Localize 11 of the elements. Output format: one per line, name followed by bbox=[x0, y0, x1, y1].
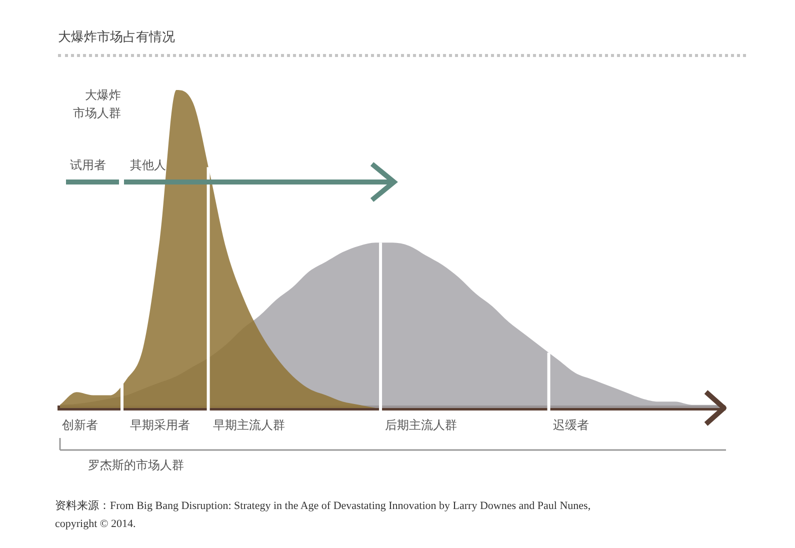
text: 早期采用者 bbox=[130, 417, 190, 434]
text: 后期主流人群 bbox=[385, 417, 457, 434]
annotation: 大爆炸市场人群 bbox=[73, 87, 122, 122]
text: 迟缓者 bbox=[553, 417, 589, 434]
annotation: 试用者 bbox=[70, 157, 106, 174]
text: 创新者 bbox=[62, 417, 98, 434]
text: 罗杰斯的市场人群 bbox=[88, 457, 184, 474]
chart-title: 大爆炸市场占有情况 bbox=[58, 29, 175, 46]
text: 资料来源：From Big Bang Disruption: Strategy in the Age of Devastating Innovation by Larry Downes and Paul Nunes, copyright © 2014. bbox=[55, 499, 592, 532]
annotation: 其他人 bbox=[130, 157, 166, 174]
text: 早期主流人群 bbox=[213, 417, 285, 434]
